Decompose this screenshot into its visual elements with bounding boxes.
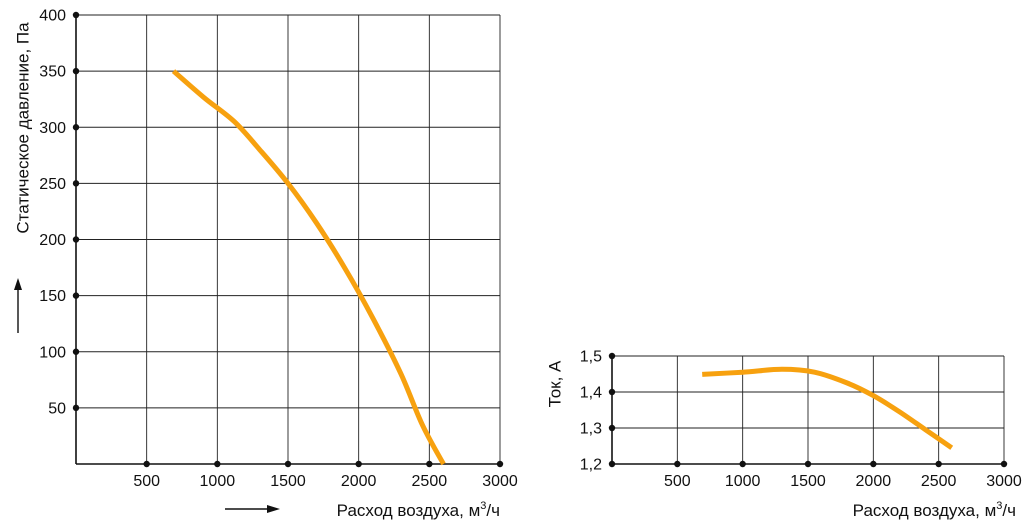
current-y-tick-dot: [608, 388, 616, 396]
current-y-tick-label: 1,2: [580, 457, 602, 474]
current-x-tick-label: 2000: [856, 473, 892, 490]
current-x-tick-dot: [935, 460, 942, 468]
pressure-y-tick-label: 300: [39, 120, 66, 137]
pressure-y-tick-dot: [72, 404, 80, 412]
pressure-x-axis-title: Расход воздуха, м3/ч: [337, 500, 500, 520]
pressure-chart: 500 1000 1500 2000 2500 3000 50 100 150 200 250 300…: [39, 8, 518, 491]
pressure-y-tick-label: 200: [39, 232, 66, 249]
current-y-axis-title: Ток, А: [545, 360, 564, 407]
current-x-tick-dot: [804, 460, 812, 468]
current-x-tick-label: 1500: [790, 473, 826, 490]
pressure-y-tick-label: 100: [39, 344, 66, 361]
pressure-y-tick-dot: [72, 180, 80, 187]
current-x-tick-dot: [870, 460, 877, 468]
pressure-x-tick-dot: [214, 460, 221, 468]
pressure-curve: [171, 69, 446, 466]
current-x-tick-dot: [739, 460, 746, 468]
current-x-axis-title: Расход воздуха, м3/ч: [853, 500, 1016, 520]
pressure-y-tick-label: 400: [39, 8, 66, 25]
current-x-tick-label: 3000: [986, 473, 1022, 490]
pressure-x-tick-dot: [284, 460, 292, 468]
pressure-x-tick-label: 3000: [482, 473, 518, 490]
current-y-tick-label: 1,5: [580, 349, 602, 366]
pressure-x-tick-label: 1000: [200, 473, 236, 490]
rightward-arrow: [225, 505, 280, 513]
current-chart: 500 1000 1500 2000 2500 3000 1,2 1,3 1,4 1,5: [580, 349, 1022, 491]
current-curve: [702, 366, 954, 450]
pressure-y-tick-dot: [72, 236, 80, 243]
pressure-y-tick-dot: [72, 124, 80, 131]
pressure-y-tick-label: 350: [39, 64, 66, 81]
current-x-tick-label: 2500: [921, 473, 957, 490]
current-y-tick-label: 1,4: [580, 385, 602, 402]
current-x-tick-label: 500: [664, 473, 691, 490]
pressure-y-tick-dot: [72, 11, 80, 19]
pressure-y-tick-dot: [72, 292, 80, 299]
current-x-tick-label: 1000: [725, 473, 761, 490]
pressure-y-tick-dot: [72, 67, 80, 75]
current-y-tick-dot: [608, 352, 616, 360]
pressure-y-tick-label: 50: [48, 400, 66, 417]
pressure-y-tick-label: 150: [39, 288, 66, 305]
pressure-x-tick-dot: [355, 460, 362, 468]
pressure-y-tick-dot: [72, 348, 80, 355]
pressure-y-axis-title: Статическое давление, Па: [13, 22, 32, 234]
pressure-x-tick-dot: [426, 460, 433, 468]
current-y-tick-dot: [608, 424, 616, 432]
pressure-x-tick-label: 2000: [341, 473, 377, 490]
pressure-x-tick-dot: [143, 460, 150, 468]
pressure-x-tick-label: 1500: [270, 473, 306, 490]
y-direction-arrow: [14, 278, 22, 333]
current-x-tick-dot: [1000, 460, 1008, 468]
pressure-x-tick-label: 500: [133, 473, 160, 490]
current-y-tick-label: 1,3: [580, 421, 602, 438]
current-x-tick-dot: [674, 460, 681, 468]
pressure-x-tick-label: 2500: [412, 473, 448, 490]
current-y-tick-dot: [608, 460, 616, 468]
pressure-y-tick-label: 250: [39, 176, 66, 193]
pressure-x-tick-dot: [496, 460, 504, 468]
